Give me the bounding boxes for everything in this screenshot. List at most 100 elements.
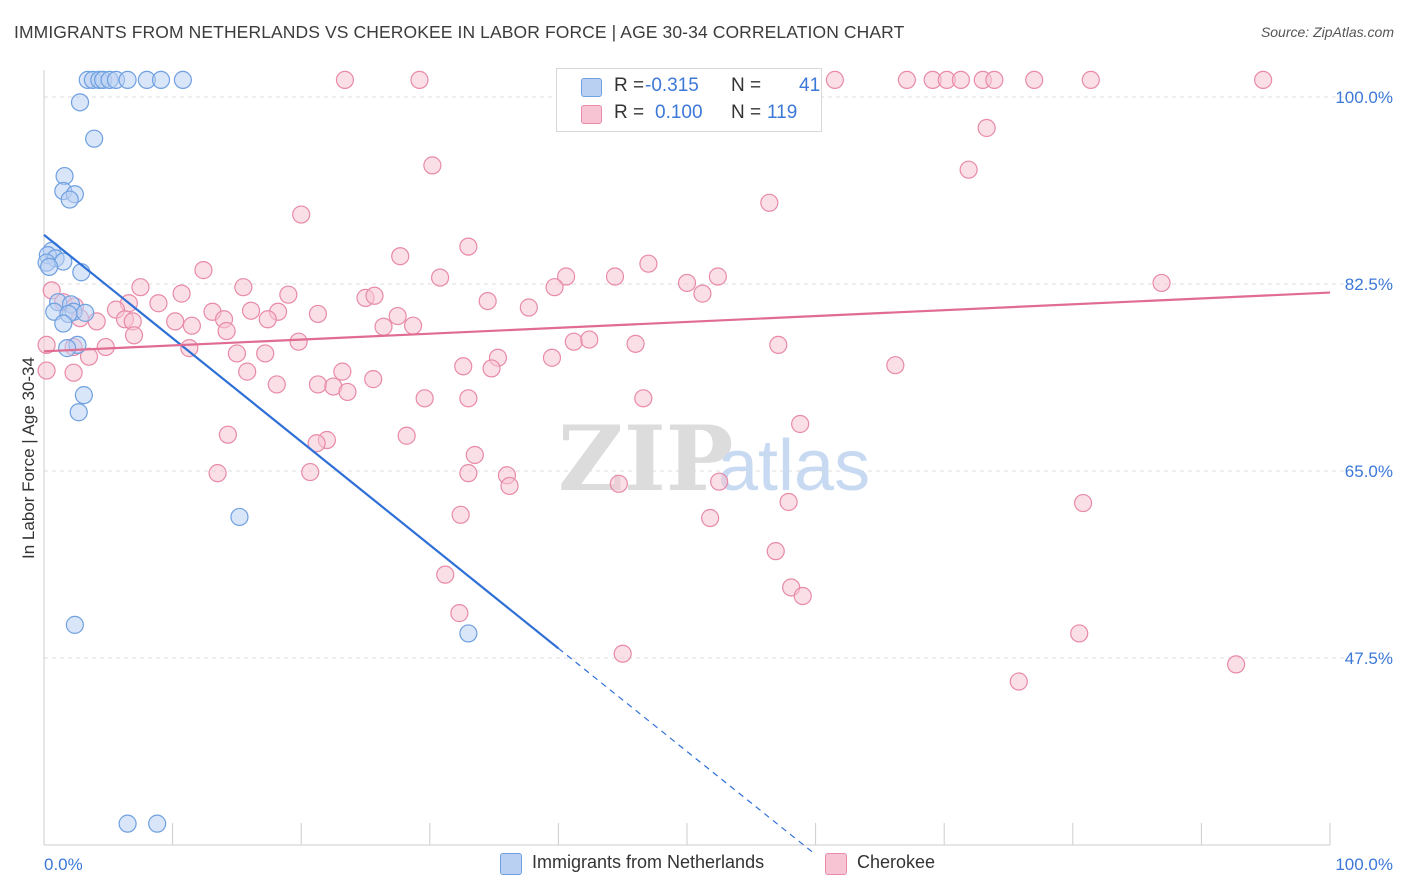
legend-r-label: R = (614, 102, 645, 123)
cherokee-point (478, 291, 497, 311)
cherokee-point (279, 285, 298, 304)
cherokee-point (64, 363, 83, 382)
cherokee-point (886, 356, 905, 375)
cherokee-point (710, 472, 729, 491)
cherokee-point (766, 542, 785, 561)
correlation-legend: R = -0.315 N = 41 R = 0.100 N = 119 (556, 68, 822, 132)
cherokee-trend-line (43, 291, 1331, 353)
cherokee-point (1227, 655, 1246, 674)
tick-labels: 47.5% 65.0% 82.5% 100.0% 0.0% 100.0% (44, 88, 1393, 874)
legend-label: Cherokee (857, 852, 936, 872)
source-label: Source: ZipAtlas.com (1260, 24, 1394, 40)
netherlands-point (74, 386, 93, 405)
cherokee-point (436, 565, 455, 584)
cherokee-point (459, 389, 478, 408)
legend-r-value: -0.315 (645, 75, 699, 96)
cherokee-point (289, 332, 308, 351)
cherokee-point (124, 326, 144, 345)
cherokee-point (301, 462, 320, 482)
cherokee-point (482, 359, 501, 378)
cherokee-point (1009, 672, 1028, 691)
cherokee-point (897, 70, 917, 90)
cherokee-point (307, 434, 326, 453)
netherlands-point (54, 314, 73, 333)
cherokee-point (626, 334, 645, 353)
cherokee-point (217, 321, 236, 341)
cherokee-point (791, 414, 810, 434)
legend-r-label: R = (614, 75, 645, 96)
cherokee-point (519, 298, 538, 317)
cherokee-point (37, 335, 56, 355)
watermark: ZIP atlas (558, 406, 870, 512)
cherokee-point (292, 205, 311, 224)
series-immigrants-from-netherlands (37, 70, 478, 833)
cherokee-point (613, 644, 632, 663)
netherlands-point (151, 70, 171, 90)
netherlands-point (60, 190, 79, 209)
cherokee-point (545, 278, 564, 297)
legend-swatch-blue (581, 78, 602, 97)
watermark-atlas: atlas (718, 426, 870, 506)
legend-n-value: 41 (799, 75, 821, 96)
netherlands-point (85, 129, 104, 148)
legend-label: Immigrants from Netherlands (532, 852, 765, 872)
cherokee-point (227, 344, 246, 363)
cherokee-point (149, 294, 168, 313)
cherokee-point (172, 284, 191, 303)
cherokee-point (338, 382, 357, 402)
cherokee-point (194, 261, 213, 280)
cherokee-point (308, 375, 328, 394)
cherokee-point (459, 237, 478, 256)
cherokee-point (410, 70, 429, 90)
chart-title: IMMIGRANTS FROM NETHERLANDS VS CHEROKEE … (14, 22, 905, 42)
watermark-zip: ZIP (558, 406, 733, 512)
netherlands-point (40, 257, 59, 277)
cherokee-point (364, 370, 383, 389)
cherokee-point (234, 278, 253, 297)
cherokee-point (308, 304, 328, 324)
netherlands-point (58, 339, 77, 358)
cherokee-point (1081, 70, 1100, 90)
cherokee-point (564, 332, 583, 351)
cherokee-point (397, 426, 416, 445)
legend-swatch-blue (500, 853, 522, 875)
cherokee-point (1152, 273, 1171, 293)
cherokee-point (374, 317, 393, 336)
cherokee-point (37, 361, 56, 380)
cherokee-point (677, 273, 697, 293)
cherokee-point (335, 70, 355, 90)
axes (43, 70, 1331, 846)
netherlands-point (69, 403, 88, 422)
netherlands-point (148, 814, 167, 833)
cherokee-point (430, 268, 450, 287)
cherokee-point (403, 316, 423, 335)
cherokee-point (985, 70, 1004, 90)
cherokee-point (267, 375, 286, 394)
cherokee-point (779, 492, 798, 512)
x-tick-label: 0.0% (44, 855, 83, 874)
cherokee-point (423, 156, 442, 175)
cherokee-point (333, 362, 352, 381)
legend-r-value: 0.100 (655, 102, 703, 123)
y-axis-label: In Labor Force | Age 30-34 (19, 357, 38, 559)
cherokee-point (580, 330, 599, 349)
cherokee-point (825, 70, 844, 90)
cherokee-point (1025, 70, 1044, 90)
netherlands-point (72, 263, 91, 282)
y-tick-label: 47.5% (1345, 649, 1393, 668)
cherokee-point (557, 267, 576, 286)
cherokee-point (1073, 493, 1093, 513)
cherokee-point (634, 389, 653, 408)
cherokee-point (241, 301, 261, 320)
cherokee-point (500, 476, 519, 496)
netherlands-point (173, 70, 192, 90)
cherokee-point (450, 604, 469, 623)
netherlands-point (118, 814, 137, 833)
legend-n-label: N = (731, 102, 762, 123)
cherokee-point (951, 70, 971, 90)
cherokee-point (1070, 624, 1089, 643)
trend-lines (43, 233, 1331, 856)
cherokee-point (793, 586, 812, 606)
cherokee-point (258, 310, 277, 329)
